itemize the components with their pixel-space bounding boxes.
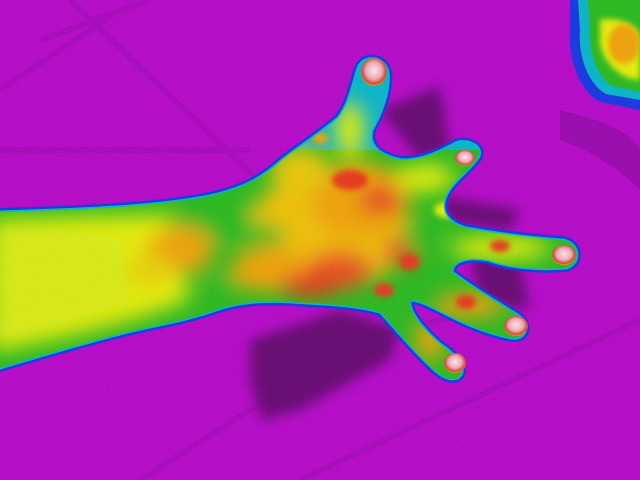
- thermal-image: [0, 0, 640, 480]
- sensor-noise: [0, 0, 640, 480]
